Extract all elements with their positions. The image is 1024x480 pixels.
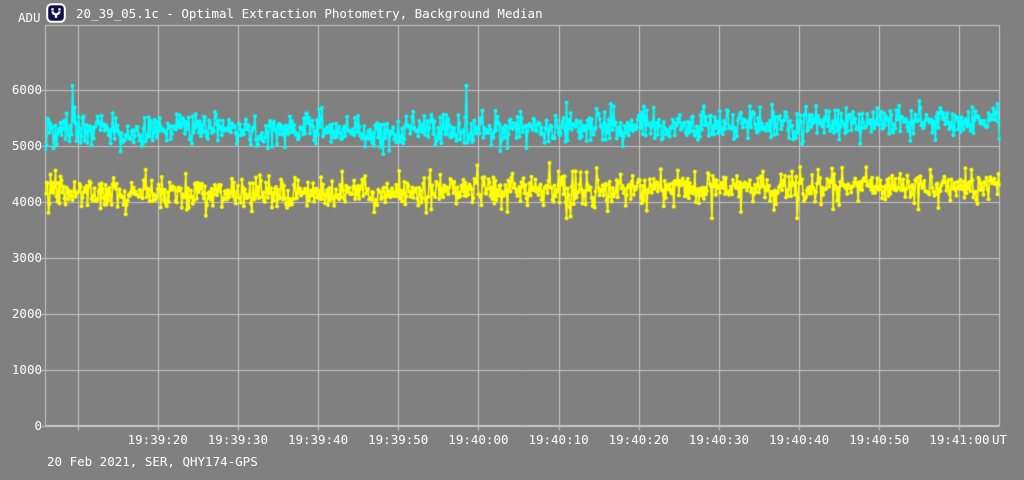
y-tick-label: 5000 bbox=[11, 138, 42, 154]
x-tick-label: 19:40:20 bbox=[608, 432, 669, 447]
y-tick-label: 2000 bbox=[11, 305, 42, 321]
x-tick-label: 19:40:50 bbox=[849, 432, 910, 447]
x-tick-label: 19:40:30 bbox=[688, 432, 750, 447]
y-axis-title: ADU bbox=[18, 10, 41, 25]
recording-info: 20 Feb 2021, SER, QHY174-GPS bbox=[47, 454, 258, 469]
y-tick-label: 4000 bbox=[11, 194, 42, 210]
y-tick-label: 3000 bbox=[11, 249, 42, 265]
x-tick-label: 19:40:10 bbox=[528, 432, 589, 447]
x-tick-label: 19:39:30 bbox=[207, 432, 268, 447]
x-tick-label: 19:39:20 bbox=[127, 432, 188, 447]
x-tick-label: 19:41:00 bbox=[929, 432, 990, 447]
lightcurve-app-icon bbox=[46, 3, 66, 23]
y-tick-label: 0 bbox=[34, 417, 42, 433]
lightcurve-app-icon-glyph bbox=[46, 3, 66, 23]
x-tick-label: 19:40:00 bbox=[448, 432, 509, 447]
x-axis-unit-label: UT bbox=[992, 432, 1008, 447]
y-tick-label: 6000 bbox=[11, 82, 42, 98]
plot-title: 20_39_05.1c - Optimal Extraction Photome… bbox=[76, 6, 543, 21]
y-tick-label: 1000 bbox=[11, 361, 42, 377]
x-tick-label: 19:39:50 bbox=[368, 432, 429, 447]
x-tick-label: 19:40:40 bbox=[768, 432, 830, 447]
x-tick-label: 19:39:40 bbox=[287, 432, 349, 447]
